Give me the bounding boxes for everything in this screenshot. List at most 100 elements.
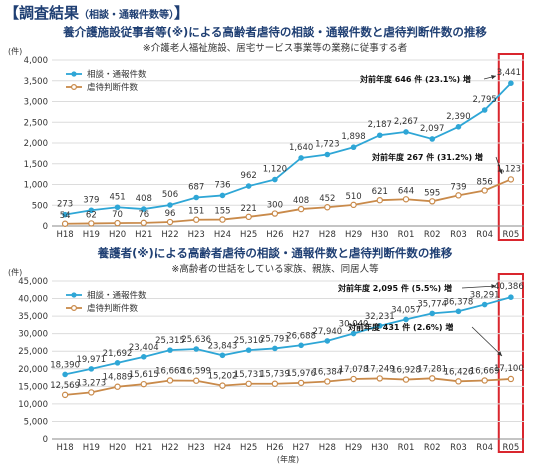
chart2-data-label: 27,940 [312,327,342,337]
chart1-data-label: 962 [241,171,257,181]
chart2-y-tick-label: 35,000 [18,312,48,322]
chart2-data-point [481,377,488,384]
chart1-data-point [507,176,515,183]
chart1-data-point [402,196,410,203]
chart1-subtitle: ※介護老人福祉施設、居宅サービス事業等の業務に従事する者 [142,43,408,54]
chart1-data-point [297,205,305,213]
chart1-x-tick-label: R03 [450,230,467,240]
chart2-x-tick-label: H29 [345,443,362,453]
chart2-subtitle: ※高齢者の世話をしている家族、親族、同居人等 [171,264,379,275]
chart2-data-point [193,377,200,384]
chart1-data-point [193,194,200,201]
chart1-data-label: 273 [57,200,73,210]
chart2-data-label: 23,843 [208,341,238,351]
chart1-data-label: 1,640 [289,143,313,153]
chart2-data-label: 21,692 [103,349,133,359]
chart2-data-label: 40,386 [494,282,524,292]
chart2-data-label: 26,688 [286,331,316,341]
header-close: 】 [174,4,190,22]
chart2-data-label: 17,100 [494,364,524,374]
chart2-data-label: 16,668 [155,366,185,376]
chart1-highlight-box [497,53,524,241]
chart1-x-tick-label: H21 [135,230,152,240]
chart1-data-point [167,202,173,208]
chart2-data-point [219,382,226,389]
chart1-x-tick-label: H28 [319,230,336,240]
chart1-data-point [245,213,252,221]
chart2-data-label: 36,378 [444,297,474,307]
chart1-data-label: 221 [241,204,257,214]
chart2-data-point [481,301,488,308]
chart1-data-point [376,197,383,204]
chart2-data-label: 25,791 [260,334,290,344]
chart1-data-point [403,129,409,135]
chart2-data-point [219,352,226,359]
chart1-data-label: 644 [398,186,414,196]
chart2-x-axis-label: (年度) [277,454,299,464]
chart2-x-tick-label: H25 [240,443,257,453]
chart1-data-label: 506 [162,190,178,200]
chart2-y-tick-label: 0 [43,435,48,445]
chart2-data-point [114,360,121,366]
chart2-data-point [429,375,436,382]
chart1-data-point [481,107,488,113]
chart1-x-tick-label: H19 [83,230,100,240]
chart1-data-label: 452 [319,194,335,204]
chart1-data-point [350,144,357,151]
chart2-x-tick-label: H21 [135,443,152,453]
chart1-data-point [481,187,488,194]
chart2-data-label: 17,281 [417,364,447,374]
chart1-data-label: 76 [138,210,149,220]
chart2-x-tick-label: H20 [109,443,126,453]
chart2-data-point [140,354,147,360]
chart2-title: 養護者(※)による高齢者虐待の相談・通報件数と虐待判断件数の推移 [97,246,453,260]
chart2-data-point [324,338,331,344]
chart1-x-tick-label: H27 [293,230,310,240]
chart1-data-label: 3,441 [497,68,521,78]
chart2-data-label: 14,889 [103,373,133,383]
chart1-data-label: 408 [293,196,309,206]
chart1-x-tick-label: R04 [476,230,493,240]
chart2-data-point [508,294,514,301]
chart2-data-label: 16,426 [444,367,474,377]
chart2-data-point [140,380,147,388]
chart1-legend-marker [71,71,77,77]
chart1-data-point [324,204,331,211]
chart1-data-label: 687 [188,182,204,192]
chart2-data-label: 25,315 [155,336,185,346]
page-header: 【調査結果（相談・通報件数等）】 [4,2,189,23]
chart2-annotation: 対前年度 2,095 件 (5.5%) 増 [337,283,452,293]
chart1-legend-label: 相談・通報件数 [87,69,147,80]
chart2-x-tick-label: H18 [57,443,74,453]
chart1-series-line-1 [65,178,512,225]
chart2-data-point [114,383,121,390]
chart2-data-label: 15,976 [286,369,316,379]
chart1-data-label: 62 [86,210,97,220]
chart1-data-point [62,211,68,218]
chart1-data-point [376,132,383,139]
chart2-data-label: 18,390 [50,360,80,370]
chart1-data-point [508,80,514,86]
chart1-annotation-arrowhead [491,74,496,80]
chart2-data-point [402,376,410,383]
chart1-data-point [166,218,174,226]
chart1-annotation: 対前年度 267 件 (31.2%) 増 [371,152,483,162]
chart2-data-label: 30,040 [339,320,369,330]
chart1-data-label: 736 [214,180,230,190]
chart1-series-line-0 [64,82,512,216]
chart1-data-label: 595 [424,188,440,198]
chart2-annotation-arrow [461,285,497,289]
chart2-annotation-arrowhead [497,351,502,356]
chart1-data-label: 2,097 [420,124,444,134]
chart2-data-point [272,345,278,352]
chart1-x-tick-label: H22 [161,230,178,240]
chart1-data-label: 739 [450,182,466,192]
chart2-data-point [507,375,515,383]
chart1-data-label: 408 [136,194,152,204]
chart1-data-label: 2,267 [394,117,418,127]
chart1-data-label: 155 [214,207,230,217]
chart2-data-label: 25,310 [234,336,264,346]
chart2-y-unit-label: (件) [8,267,22,277]
chart2-data-point [193,346,200,352]
